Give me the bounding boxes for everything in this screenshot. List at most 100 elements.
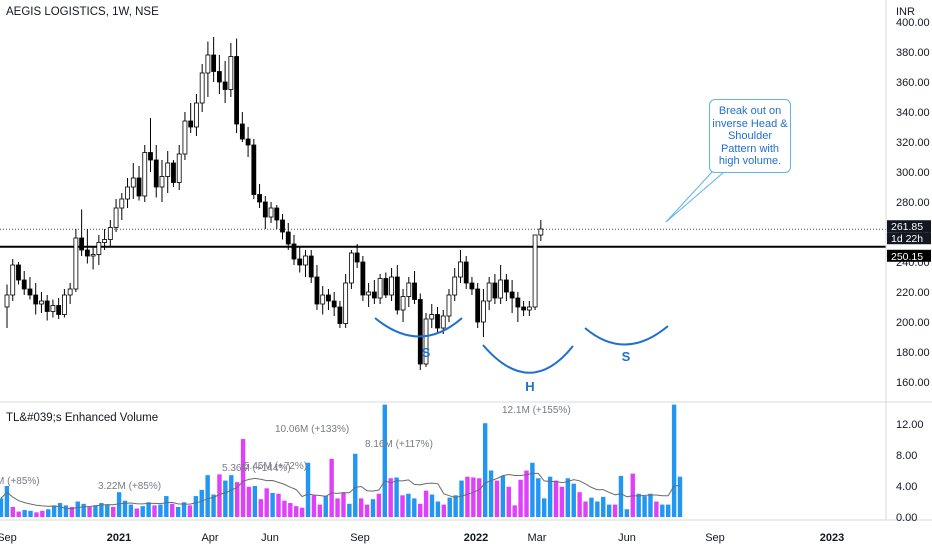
volume-bar [134, 508, 139, 517]
candle-body [354, 252, 360, 263]
volume-bar [601, 496, 606, 517]
candle-body [469, 282, 475, 290]
volume-bar [482, 423, 488, 517]
volume-bar [553, 480, 559, 517]
candle-body [400, 296, 406, 311]
candle-body [280, 219, 285, 233]
candle-body [153, 159, 159, 188]
candle-body [56, 305, 62, 315]
volume-annotation: M (+85%) [0, 476, 40, 487]
time-tick-label: 2021 [107, 532, 131, 544]
volume-bar [677, 476, 683, 517]
candle-body [165, 162, 171, 177]
volume-bar [87, 506, 92, 517]
volume-bar [16, 511, 21, 517]
volume-bar [530, 462, 535, 517]
candle-body [526, 306, 532, 311]
volume-annotation: 8.16M (+117%) [365, 439, 433, 450]
volume-bar [10, 506, 16, 517]
volume-bar [110, 506, 116, 517]
candle-body [406, 282, 412, 297]
candle-body [515, 297, 521, 308]
volume-bar [22, 510, 27, 517]
candle-body [532, 234, 538, 308]
candle-body [320, 294, 326, 305]
candle-body [446, 294, 452, 317]
volume-bar [624, 509, 630, 517]
candle-body [377, 278, 383, 299]
candle-body [84, 249, 90, 257]
price-tick-label: 360.00 [896, 77, 930, 89]
right-shoulder-arc [584, 325, 669, 346]
volume-bar [447, 497, 452, 517]
candle-body [182, 120, 188, 155]
volume-bar [589, 497, 594, 517]
candle-body [257, 194, 262, 203]
volume-indicator-title[interactable]: TL&#039;s Enhanced Volume [6, 412, 159, 424]
volume-bar [175, 506, 181, 517]
volume-bar [57, 503, 63, 517]
candle-body [303, 255, 308, 266]
candle-body [251, 144, 257, 195]
candle-body [268, 207, 274, 218]
candle-body [199, 72, 205, 104]
candle-body [452, 276, 458, 296]
volume-bar [429, 494, 435, 517]
volume-bar [500, 475, 506, 517]
volume-bar [571, 483, 576, 517]
candle-body [130, 177, 136, 188]
price-tick-label: 220.00 [896, 287, 930, 299]
volume-bar [294, 506, 299, 517]
candle-body [331, 300, 337, 308]
candle-body [481, 300, 486, 323]
volume-bar [494, 480, 500, 517]
volume-average-line [0, 472, 680, 510]
countdown-label: 1d 22h [891, 233, 923, 245]
candle-body [148, 152, 153, 161]
volume-bar [34, 512, 39, 517]
volume-bar [335, 498, 340, 517]
candle-body [475, 288, 481, 323]
candle-body [435, 314, 440, 329]
volume-bar [388, 478, 393, 517]
volume-annotation: 5.36M (+144%) [222, 463, 291, 474]
volume-bar [199, 489, 204, 517]
volume-bar [211, 494, 216, 517]
left-shoulder-arc [374, 317, 463, 338]
volume-bar [99, 503, 104, 517]
volume-annotation: 12.1M (+155%) [502, 405, 571, 416]
candle-body [412, 282, 417, 300]
price-tick-label: 180.00 [896, 347, 930, 359]
candle-body [194, 102, 199, 128]
candle-body [297, 258, 303, 266]
volume-bar [217, 474, 222, 517]
candle-body [343, 282, 349, 324]
price-tick-label: 160.00 [896, 377, 930, 389]
candle-body [503, 279, 509, 293]
candle-body [79, 237, 85, 251]
candle-body [326, 294, 331, 302]
candle-body [21, 279, 27, 290]
candle-body [417, 299, 423, 365]
time-tick-label: Jun [618, 532, 636, 544]
candle-body [39, 300, 44, 305]
volume-bar [400, 495, 405, 517]
volume-bar [536, 478, 541, 517]
last-price-label: 261.85 [891, 221, 923, 233]
volume-tick-label: 12.00 [896, 419, 924, 431]
volume-bar [542, 498, 547, 517]
candle-body [285, 231, 291, 245]
volume-bar [164, 496, 169, 517]
volume-bar [353, 453, 358, 517]
volume-bar [311, 495, 317, 517]
volume-bar [75, 501, 80, 517]
candle-body [73, 237, 79, 290]
volume-bar [93, 505, 98, 517]
candle-body [142, 152, 148, 197]
candle-body [188, 120, 194, 128]
candle-body [371, 291, 377, 299]
volume-bar [193, 496, 199, 517]
candle-body [222, 81, 228, 90]
